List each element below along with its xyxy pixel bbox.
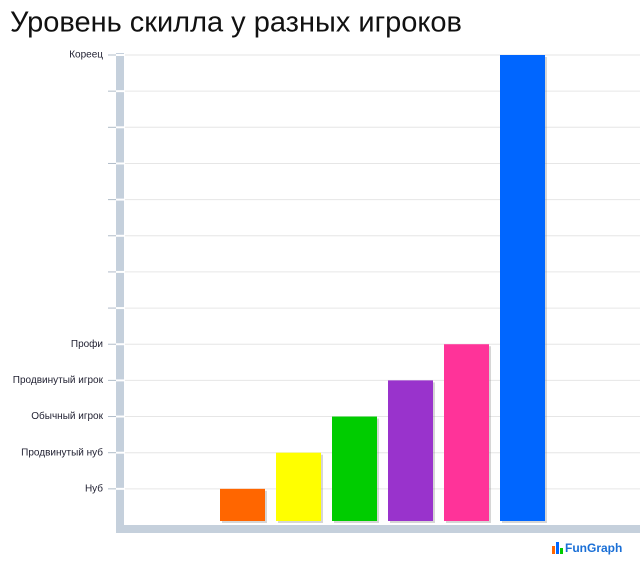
chart-title: Уровень скилла у разных игроков [10, 7, 462, 39]
bar [332, 416, 377, 521]
bar [220, 488, 265, 521]
logo-icon [560, 548, 563, 554]
y-tick-label: Продвинутый игрок [13, 375, 104, 386]
bar [500, 55, 545, 521]
y-tick-label: Кореец [69, 50, 103, 61]
watermark: FunGraph [565, 541, 622, 555]
y-tick-label: Обычный игрок [31, 410, 103, 422]
y-tick-label: Продвинутый нуб [21, 446, 103, 458]
y-axis [116, 53, 124, 531]
y-tick-label: Профи [71, 338, 103, 350]
bar [444, 344, 489, 521]
x-axis [116, 525, 640, 533]
bar [276, 452, 321, 521]
bar [388, 380, 433, 521]
logo-icon [552, 546, 555, 554]
logo-icon [556, 542, 559, 554]
logo: FunGraph [552, 541, 622, 555]
y-tick-label: Нуб [85, 482, 103, 494]
